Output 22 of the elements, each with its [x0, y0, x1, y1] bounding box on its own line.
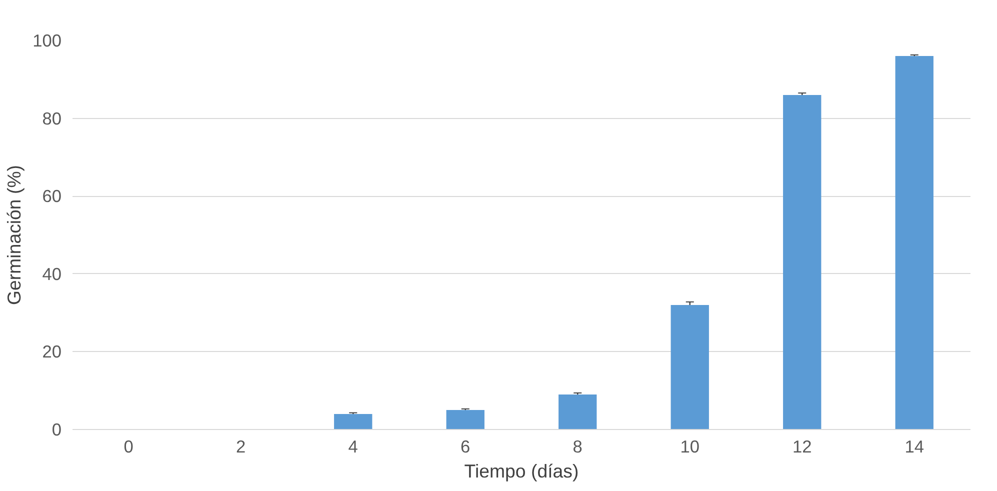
- y-tick-label: 80: [42, 108, 62, 128]
- bar: [558, 394, 597, 430]
- y-axis-title: Germinación (%): [4, 165, 25, 305]
- x-tick-label: 6: [460, 436, 470, 456]
- bar: [783, 94, 822, 430]
- x-tick-label: 8: [572, 436, 582, 456]
- x-tick-label: 12: [792, 436, 812, 456]
- bar: [895, 56, 934, 430]
- y-tick-label: 60: [42, 186, 62, 206]
- x-axis-title: Tiempo (días): [464, 460, 579, 482]
- x-tick-label: 10: [680, 436, 700, 456]
- x-tick-label: 2: [236, 436, 246, 456]
- x-tick-label: 4: [348, 436, 358, 456]
- x-tick-label: 0: [124, 436, 134, 456]
- bar: [334, 414, 372, 430]
- y-tick-label: 100: [32, 30, 62, 50]
- bar: [446, 410, 484, 430]
- x-tick-label: 14: [904, 436, 924, 456]
- y-tick-label: 20: [42, 342, 62, 362]
- y-tick-label: 40: [42, 264, 62, 284]
- y-tick-label: 0: [52, 420, 62, 440]
- bar: [670, 305, 709, 430]
